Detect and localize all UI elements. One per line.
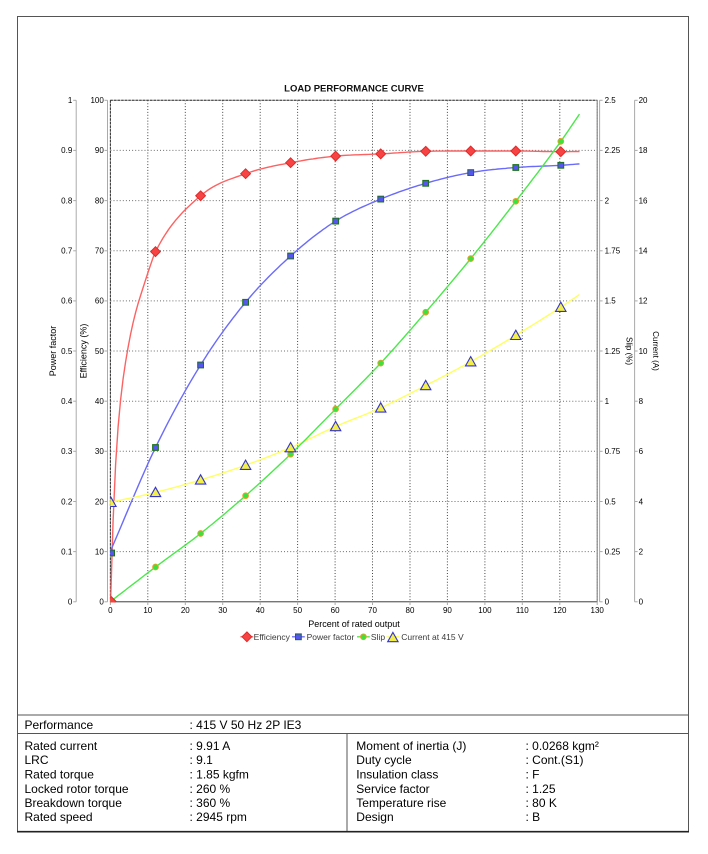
svg-text:80: 80 bbox=[95, 196, 104, 205]
svg-text:60: 60 bbox=[95, 297, 104, 306]
svg-text:Duty cycle: Duty cycle bbox=[356, 753, 412, 767]
svg-text:0: 0 bbox=[68, 598, 73, 607]
svg-text:10: 10 bbox=[143, 606, 152, 615]
svg-text:: 0.0268 kgm²: : 0.0268 kgm² bbox=[526, 739, 599, 753]
svg-text:: 360 %: : 360 % bbox=[190, 796, 231, 810]
svg-text:: 260 %: : 260 % bbox=[190, 782, 231, 796]
svg-text:Temperature rise: Temperature rise bbox=[356, 796, 446, 810]
svg-text:0: 0 bbox=[99, 598, 104, 607]
svg-text:18: 18 bbox=[639, 146, 648, 155]
svg-text:40: 40 bbox=[95, 397, 104, 406]
svg-text:20: 20 bbox=[181, 606, 190, 615]
svg-text:2: 2 bbox=[605, 196, 610, 205]
svg-text:2.5: 2.5 bbox=[605, 96, 617, 105]
svg-text:0.8: 0.8 bbox=[61, 196, 73, 205]
svg-text:6: 6 bbox=[639, 447, 644, 456]
svg-text:8: 8 bbox=[639, 397, 644, 406]
svg-text:30: 30 bbox=[218, 606, 227, 615]
svg-text:90: 90 bbox=[443, 606, 452, 615]
svg-text:40: 40 bbox=[256, 606, 265, 615]
svg-text:130: 130 bbox=[591, 606, 605, 615]
svg-text:Performance: Performance bbox=[25, 718, 94, 732]
svg-text:2.25: 2.25 bbox=[605, 146, 621, 155]
svg-text:: 9.1: : 9.1 bbox=[190, 753, 214, 767]
svg-text:0: 0 bbox=[639, 598, 644, 607]
svg-text:110: 110 bbox=[516, 606, 529, 615]
svg-text:100: 100 bbox=[90, 96, 104, 105]
svg-text:Rated speed: Rated speed bbox=[25, 810, 93, 824]
svg-text:: 415 V 50 Hz 2P IE3: : 415 V 50 Hz 2P IE3 bbox=[190, 718, 302, 732]
svg-text:Service factor: Service factor bbox=[356, 782, 429, 796]
svg-text:14: 14 bbox=[639, 247, 648, 256]
svg-text:50: 50 bbox=[95, 347, 104, 356]
svg-text:0.1: 0.1 bbox=[61, 547, 73, 556]
svg-text:0.3: 0.3 bbox=[61, 447, 73, 456]
svg-text:Slip (%): Slip (%) bbox=[624, 337, 633, 365]
svg-text:120: 120 bbox=[553, 606, 567, 615]
svg-text:LRC: LRC bbox=[25, 753, 49, 767]
svg-text:0.6: 0.6 bbox=[61, 297, 73, 306]
svg-text:0.2: 0.2 bbox=[61, 497, 73, 506]
svg-text:Design: Design bbox=[356, 810, 393, 824]
svg-text:Rated torque: Rated torque bbox=[25, 768, 95, 782]
svg-text:Breakdown torque: Breakdown torque bbox=[25, 796, 123, 810]
svg-text:4: 4 bbox=[639, 497, 644, 506]
svg-text:16: 16 bbox=[639, 196, 648, 205]
svg-text:Locked rotor torque: Locked rotor torque bbox=[25, 782, 129, 796]
svg-text:0.4: 0.4 bbox=[61, 397, 73, 406]
svg-text:: 80 K: : 80 K bbox=[526, 796, 557, 810]
svg-text:: 9.91 A: : 9.91 A bbox=[190, 739, 231, 753]
svg-text:Rated current: Rated current bbox=[25, 739, 98, 753]
svg-text:0.75: 0.75 bbox=[605, 447, 621, 456]
svg-text:0.7: 0.7 bbox=[61, 247, 73, 256]
svg-text:Insulation class: Insulation class bbox=[356, 768, 438, 782]
svg-text:Slip: Slip bbox=[371, 632, 385, 642]
svg-text:Current (A): Current (A) bbox=[651, 331, 660, 371]
svg-text:Efficiency: Efficiency bbox=[254, 632, 291, 642]
svg-text:20: 20 bbox=[639, 96, 648, 105]
svg-text:1.25: 1.25 bbox=[605, 347, 621, 356]
svg-text:0.5: 0.5 bbox=[61, 347, 73, 356]
svg-text:2: 2 bbox=[639, 547, 644, 556]
svg-text:70: 70 bbox=[95, 247, 104, 256]
svg-text:Percent of rated output: Percent of rated output bbox=[308, 619, 400, 629]
svg-text:12: 12 bbox=[639, 297, 648, 306]
svg-text:0.25: 0.25 bbox=[605, 547, 621, 556]
svg-text:Power factor: Power factor bbox=[307, 632, 355, 642]
svg-text:1.5: 1.5 bbox=[605, 297, 617, 306]
svg-text:80: 80 bbox=[406, 606, 415, 615]
svg-text:Current at 415 V: Current at 415 V bbox=[401, 632, 464, 642]
svg-text:: 1.25: : 1.25 bbox=[526, 782, 556, 796]
svg-text:0: 0 bbox=[605, 598, 610, 607]
svg-text:: 2945 rpm: : 2945 rpm bbox=[190, 810, 247, 824]
svg-text:1: 1 bbox=[68, 96, 73, 105]
svg-text:20: 20 bbox=[95, 497, 104, 506]
svg-text:: B: : B bbox=[526, 810, 541, 824]
svg-text:30: 30 bbox=[95, 447, 104, 456]
svg-text:1.75: 1.75 bbox=[605, 247, 621, 256]
svg-text:10: 10 bbox=[639, 347, 648, 356]
svg-text:0: 0 bbox=[108, 606, 113, 615]
svg-text:0.9: 0.9 bbox=[61, 146, 73, 155]
svg-text:50: 50 bbox=[293, 606, 302, 615]
svg-text:Power factor: Power factor bbox=[48, 326, 58, 377]
svg-text:100: 100 bbox=[478, 606, 492, 615]
svg-text:10: 10 bbox=[95, 547, 104, 556]
svg-text:1: 1 bbox=[605, 397, 610, 406]
svg-text:: 1.85 kgfm: : 1.85 kgfm bbox=[190, 768, 249, 782]
svg-text:60: 60 bbox=[331, 606, 340, 615]
svg-text:0.5: 0.5 bbox=[605, 497, 617, 506]
svg-text:Moment of inertia (J): Moment of inertia (J) bbox=[356, 739, 466, 753]
svg-text:Efficiency (%): Efficiency (%) bbox=[79, 324, 89, 379]
svg-text:: Cont.(S1): : Cont.(S1) bbox=[526, 753, 584, 767]
svg-text:LOAD PERFORMANCE CURVE: LOAD PERFORMANCE CURVE bbox=[284, 84, 424, 95]
svg-text:: F: : F bbox=[526, 768, 540, 782]
svg-text:90: 90 bbox=[95, 146, 104, 155]
svg-text:70: 70 bbox=[368, 606, 377, 615]
